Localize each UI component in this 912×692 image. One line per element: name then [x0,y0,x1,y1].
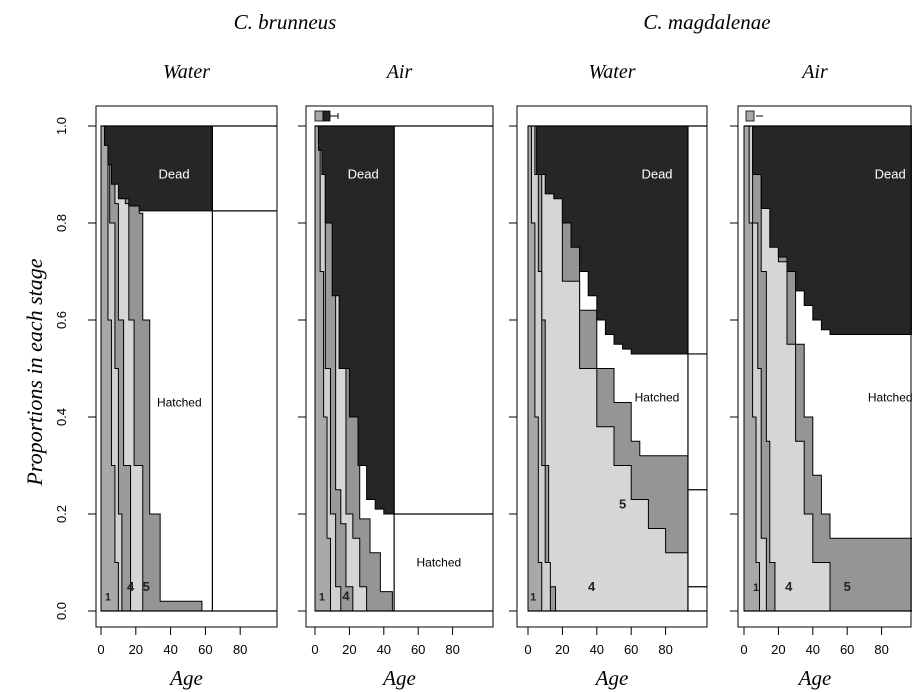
y-tick-label: 0.6 [54,311,69,329]
region-label-5: 5 [619,496,626,511]
x-tick-label: 60 [624,642,638,657]
region-label-1: 1 [319,591,325,603]
stage-key-air-2 [745,110,763,122]
x-tick-label: 20 [129,642,143,657]
region-label-dead: Dead [641,167,672,182]
panel-frame [737,105,912,628]
panel-title: Water [163,61,210,83]
x-axis-label: Age [381,666,416,690]
chart-panel-4: 1 4 5 Hatched Dead Air 0 20 40 60 80 Age [730,61,912,690]
region-label-5: 5 [844,579,851,594]
x-tick-label: 20 [771,642,785,657]
x-tick-label: 60 [840,642,854,657]
region-label-1: 1 [530,591,536,603]
y-tick-label: 0.4 [54,408,69,426]
stage-key-air-1 [314,110,339,122]
region-label-1: 1 [753,582,759,594]
x-tick-label: 80 [233,642,247,657]
region-label-hatched: Hatched [416,556,461,570]
x-axis-label: Age [797,666,832,690]
region-label-hatched: Hatched [635,391,680,405]
dead-area [528,125,689,355]
y-tick-label: 0.8 [54,214,69,232]
x-axis-label: Age [168,666,203,690]
dead-area [744,125,912,336]
region-label-hatched: Hatched [868,391,912,405]
y-tick-label: 1.0 [54,117,69,135]
region-label-dead: Dead [348,167,379,182]
region-label-dead: Dead [875,167,906,182]
x-axis-label: Age [594,666,629,690]
chart-panel-2: 1 4 Hatched Dead Air 0 20 40 60 80 Age [298,61,494,690]
x-tick-label: 80 [445,642,459,657]
x-tick-label: 40 [806,642,820,657]
y-tick-label: 0.0 [54,602,69,620]
panel-title: Air [385,61,413,83]
y-axis-label: Proportions in each stage [22,258,47,486]
x-tick-label: 0 [524,642,531,657]
panel-title: Water [588,61,635,83]
chart-panel-3: 1 4 5 Hatched Dead Water 0 20 40 60 80 Age [509,61,708,690]
x-tick-label: 60 [411,642,425,657]
panel-frame [516,105,708,628]
species-label-c-brunneus: C. brunneus [234,10,337,34]
species-label-c-magdalenae: C. magdalenae [643,10,770,34]
panel-frame [95,105,278,628]
x-tick-label: 0 [740,642,747,657]
panel-title: Air [800,61,828,83]
region-label-4: 4 [588,579,596,594]
region-label-1: 1 [105,591,111,603]
region-label-4: 4 [785,579,793,594]
x-tick-label: 20 [555,642,569,657]
chart-panel-1: 1 4 5 Hatched Dead Water 0 20 40 60 80 0.0 0.2 0.4 0.6… [54,61,278,690]
x-tick-label: 0 [311,642,318,657]
region-label-hatched: Hatched [157,395,202,409]
region-label-4: 4 [127,579,135,594]
x-tick-label: 80 [658,642,672,657]
x-tick-label: 20 [342,642,356,657]
region-label-dead: Dead [159,167,190,182]
x-tick-label: 40 [590,642,604,657]
y-tick-label: 0.2 [54,505,69,523]
panel-frame [305,105,494,628]
dead-area [315,125,395,515]
x-tick-label: 60 [198,642,212,657]
region-label-5: 5 [143,579,150,594]
x-tick-label: 80 [874,642,888,657]
x-tick-label: 40 [163,642,177,657]
x-tick-label: 40 [377,642,391,657]
x-tick-label: 0 [97,642,104,657]
dead-area [101,125,213,212]
region-label-4: 4 [342,588,350,603]
